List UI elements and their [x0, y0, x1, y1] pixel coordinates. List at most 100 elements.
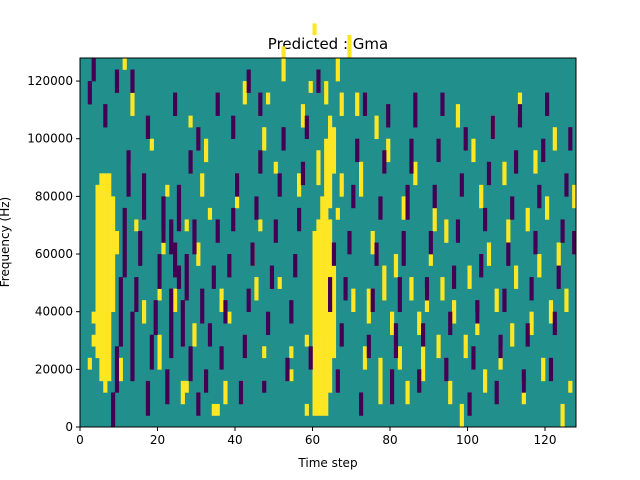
heatmap-cell-low	[370, 288, 375, 312]
heatmap-cell-low	[277, 173, 282, 197]
heatmap-cell-high	[324, 138, 329, 232]
heatmap-cell-low	[153, 300, 158, 336]
heatmap-cell-high	[440, 277, 445, 301]
heatmap-cell-high	[366, 288, 371, 324]
heatmap-cell-high	[304, 403, 309, 416]
heatmap-cell-low	[258, 92, 263, 116]
heatmap-cell-low	[103, 104, 108, 128]
heatmap-cell-low	[250, 242, 255, 266]
y-tick-label: 40000	[35, 305, 73, 319]
heatmap-cell-high	[211, 403, 216, 416]
heatmap-cell-high	[541, 357, 546, 382]
heatmap-cell-high	[552, 127, 557, 151]
heatmap-cell-low	[347, 230, 352, 255]
x-tick-label: 100	[456, 433, 479, 447]
heatmap-cell-low	[184, 254, 189, 301]
heatmap-cell-low	[289, 300, 294, 324]
heatmap-cell-high	[262, 346, 267, 359]
x-tick-label: 20	[150, 433, 165, 447]
heatmap-cell-high	[331, 254, 337, 359]
heatmap-cell-low	[297, 207, 302, 232]
heatmap-cell-high	[529, 311, 534, 336]
heatmap-cell-high	[370, 230, 375, 255]
heatmap-cell-high	[258, 219, 263, 232]
x-tick-label: 80	[382, 433, 397, 447]
x-axis: 0 20 40 60 80 100 120	[76, 427, 556, 447]
heatmap-cell-low	[157, 254, 162, 289]
heatmap-cell-low	[204, 369, 209, 393]
heatmap-cell-low	[393, 323, 399, 359]
heatmap-cell-high	[134, 219, 139, 232]
heatmap-cell-low	[564, 173, 569, 197]
heatmap-cell-high	[149, 138, 154, 151]
heatmap-cell-low	[486, 161, 492, 186]
heatmap-cell-low	[114, 69, 120, 93]
heatmap-cell-high	[142, 300, 147, 324]
heatmap-cell-high	[459, 403, 464, 428]
heatmap-cell-high	[374, 115, 379, 140]
heatmap-cell-high	[378, 357, 383, 405]
heatmap-cell-low	[413, 92, 418, 128]
heatmap-cell-low	[452, 265, 457, 289]
heatmap-cell-low	[510, 196, 515, 220]
heatmap-cell-low	[328, 277, 333, 312]
heatmap-cell-low	[145, 380, 151, 416]
heatmap-cell-high	[289, 369, 294, 382]
heatmap-cell-low	[545, 92, 550, 116]
heatmap-cell-high	[421, 346, 426, 382]
heatmap-cell-high	[355, 92, 360, 116]
heatmap-cell-low	[568, 127, 573, 151]
heatmap-cell-low	[169, 219, 174, 255]
heatmap-cell-low	[281, 127, 286, 151]
y-tick-label: 120000	[27, 74, 73, 88]
heatmap-cell-high	[184, 219, 189, 232]
heatmap-cell-high	[235, 196, 240, 209]
heatmap-cell-high	[266, 92, 271, 105]
heatmap-cell-high	[297, 173, 302, 197]
heatmap-cell-low	[494, 380, 499, 405]
heatmap-cell-high	[227, 311, 232, 324]
heatmap-cell-high	[417, 311, 422, 336]
heatmap-cell-high	[452, 300, 457, 324]
heatmap-cell-high	[196, 242, 201, 266]
heatmap-cell-high	[316, 150, 321, 186]
heatmap-cell-high	[347, 34, 352, 59]
heatmap-cell-high	[103, 173, 108, 393]
y-axis-label: Frequency (Hz)	[0, 197, 12, 288]
heatmap-cell-low	[211, 265, 216, 289]
heatmap-cell-high	[463, 334, 468, 359]
heatmap-cell-high	[215, 403, 220, 416]
heatmap-cell-low	[273, 219, 278, 243]
heatmap-cell-high	[525, 207, 530, 232]
heatmap-cell-low	[91, 58, 96, 82]
heatmap-cell-low	[552, 311, 557, 336]
heatmap-cell-high	[390, 311, 395, 336]
chart-title: Predicted : Gma	[268, 35, 388, 53]
heatmap-cell-low	[366, 334, 371, 359]
heatmap-cell-low	[235, 173, 240, 197]
y-tick-label: 60000	[35, 247, 73, 261]
heatmap-cell-low	[335, 369, 340, 393]
heatmap-cell-high	[180, 380, 185, 405]
heatmap-cell-low	[351, 184, 356, 209]
heatmap-cell-low	[227, 254, 232, 278]
heatmap-cell-low	[483, 207, 488, 232]
heatmap-cell-low	[176, 184, 182, 232]
heatmap-cell-high	[351, 288, 356, 312]
heatmap-cell-low	[165, 369, 170, 405]
heatmap-cell-low	[572, 230, 577, 255]
heatmap-cell-low	[180, 300, 185, 347]
heatmap-cell-high	[510, 323, 515, 347]
heatmap-cell-high	[204, 138, 209, 163]
heatmap-cell-high	[413, 161, 418, 186]
heatmap-cell-low	[475, 300, 480, 324]
heatmap-cell-low	[436, 138, 441, 163]
heatmap-cell-high	[91, 311, 96, 324]
heatmap-cell-high	[339, 173, 344, 197]
heatmap-cell-low	[421, 323, 426, 347]
heatmap-low-cells	[87, 58, 577, 428]
heatmap-cell-low	[541, 138, 546, 163]
heatmap-cell-low	[188, 150, 193, 174]
heatmap-cell-low	[374, 242, 379, 266]
heatmap-cell-high	[448, 380, 453, 405]
